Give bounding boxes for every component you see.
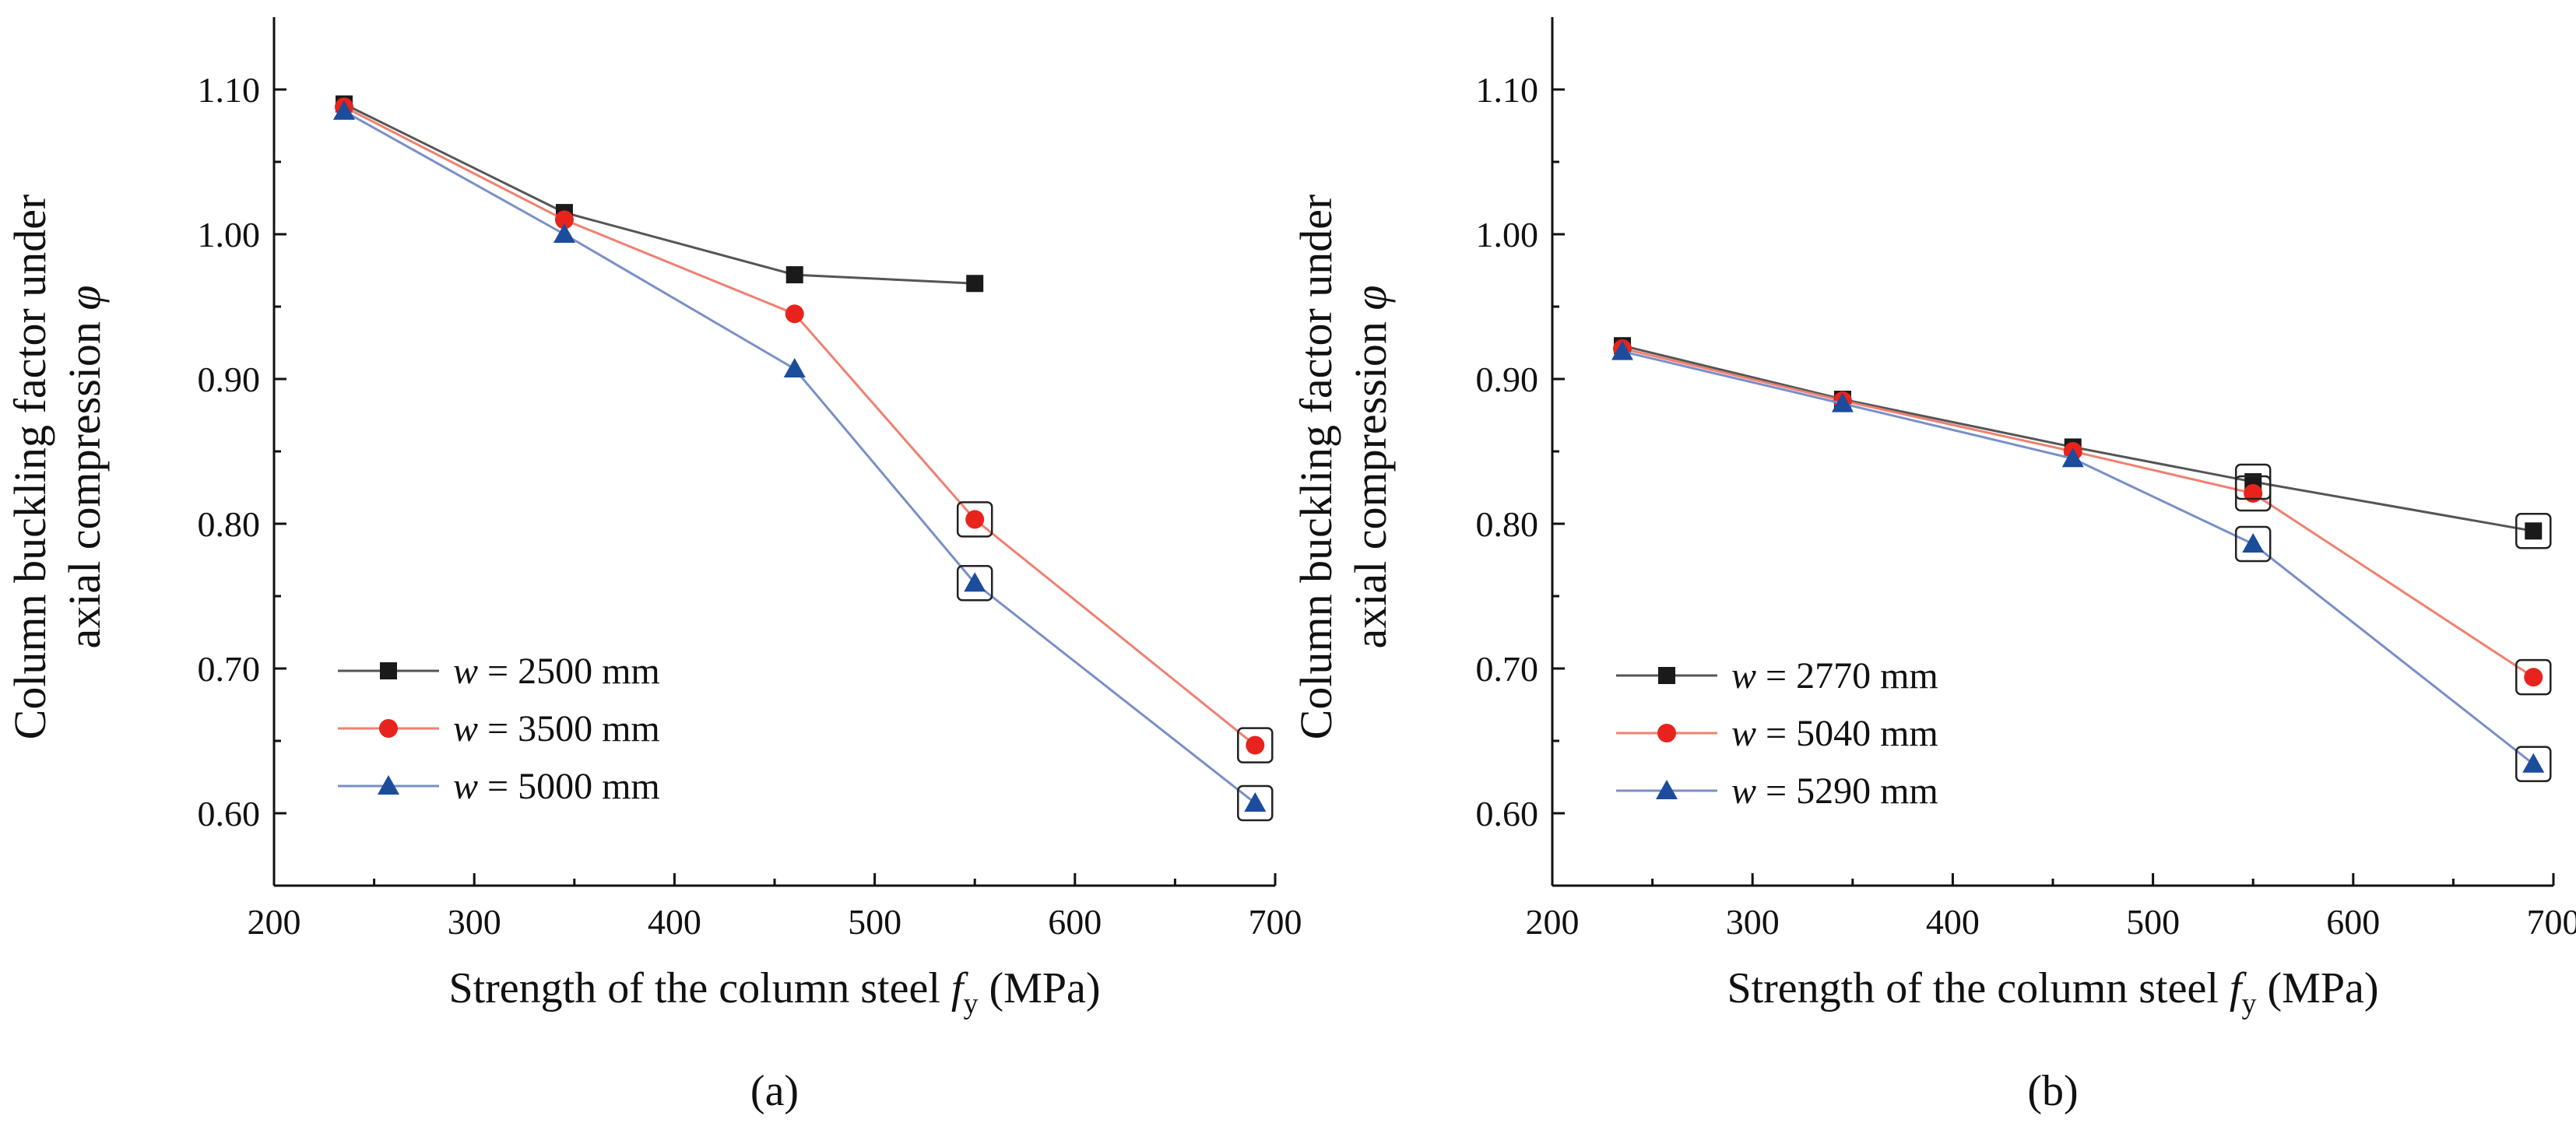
legend-entry: w = 5290 mm — [1731, 770, 1938, 812]
data-point — [964, 572, 986, 592]
data-point — [2524, 668, 2543, 687]
data-point — [2061, 447, 2084, 468]
y-tick-label: 0.80 — [1476, 504, 1539, 544]
y-tick-label: 0.70 — [198, 649, 261, 689]
data-point — [2244, 483, 2263, 503]
x-tick-label: 200 — [1526, 902, 1580, 942]
x-tick-label: 400 — [648, 902, 701, 942]
x-tick-label: 400 — [1926, 902, 1980, 942]
data-point — [1831, 392, 1854, 412]
x-tick-label: 200 — [248, 902, 301, 942]
legend: w = 2500 mm w = 3500 mm w = 5000 mm — [338, 651, 660, 807]
data-point — [2242, 533, 2265, 553]
x-tick-label: 600 — [2326, 902, 2380, 942]
highlight-box — [956, 565, 993, 602]
y-tick-label: 0.70 — [1476, 649, 1539, 689]
y-tick-label: 0.60 — [198, 794, 261, 833]
chart-panel-a: 200 300 400 500 600 700 0.60 0.70 0.80 0.90 1.00 1.… — [5, 17, 1302, 1115]
legend-marker — [1658, 667, 1675, 684]
legend-entry: w = 5000 mm — [453, 766, 660, 807]
y-tick-label: 0.90 — [198, 360, 261, 399]
series-line — [343, 103, 975, 285]
chart-panel-b: 200 300 400 500 600 700 0.60 0.70 0.80 0.90 1.00 1.… — [1291, 17, 2576, 1115]
highlight-box — [2234, 525, 2272, 563]
series-line — [1622, 347, 2535, 679]
y-tick-label: 1.00 — [1476, 215, 1539, 254]
x-axis-label: Strength of the column steel fy (MPa) — [448, 964, 1100, 1020]
legend-entry: w = 3500 mm — [453, 708, 660, 749]
highlight-box — [2515, 513, 2552, 549]
y-axis-label-line1: Column buckling factor under — [5, 195, 55, 740]
series-line — [343, 105, 1256, 746]
y-tick-label: 0.80 — [198, 504, 261, 544]
panel-caption: (b) — [2027, 1067, 2078, 1115]
legend-marker — [1656, 780, 1678, 799]
highlight-box — [1237, 784, 1274, 822]
y-tick-label: 1.00 — [198, 215, 261, 254]
data-point — [1246, 735, 1265, 755]
x-tick-label: 600 — [1048, 902, 1102, 942]
y-axis-label-line1: Column buckling factor under — [1291, 195, 1341, 740]
series-line — [1622, 344, 2534, 532]
series-2 — [1613, 339, 2543, 687]
series-3 — [333, 100, 1267, 812]
x-tick-label: 300 — [448, 902, 501, 942]
x-tick-label: 700 — [1249, 902, 1302, 942]
x-tick-label: 500 — [848, 902, 901, 942]
legend: w = 2770 mm w = 5040 mm w = 5290 mm — [1616, 655, 1938, 812]
panel-caption: (a) — [750, 1067, 799, 1115]
data-point — [333, 100, 356, 120]
series-line — [1622, 350, 2535, 765]
x-axis-label: Strength of the column steel fy (MPa) — [1727, 964, 2378, 1020]
x-tick-label: 300 — [1726, 902, 1780, 942]
highlight-box — [2515, 658, 2552, 696]
legend-marker — [380, 662, 397, 679]
data-point — [783, 357, 806, 377]
y-axis-label: Column buckling factor under axial compre… — [1291, 195, 1396, 740]
y-tick-label: 1.10 — [1476, 70, 1539, 110]
x-tick-label: 700 — [2527, 902, 2576, 942]
data-point — [1611, 340, 1634, 360]
highlight-box — [2234, 475, 2272, 512]
data-point — [553, 223, 575, 243]
data-point — [554, 210, 574, 230]
legend-entry: w = 2770 mm — [1731, 655, 1938, 697]
y-tick-label: 0.60 — [1476, 794, 1539, 833]
highlight-box — [956, 501, 993, 538]
legend-entry: w = 2500 mm — [453, 651, 660, 692]
series-line — [343, 110, 1256, 805]
legend-entry: w = 5040 mm — [1731, 713, 1938, 754]
y-tick-label: 1.10 — [198, 70, 261, 110]
highlight-box — [2515, 746, 2552, 783]
series-1 — [336, 95, 984, 293]
legend-marker — [378, 775, 399, 795]
data-point — [966, 275, 984, 293]
data-point — [785, 304, 804, 324]
y-tick-label: 0.90 — [1476, 360, 1539, 399]
data-point — [1244, 791, 1267, 812]
y-axis-label: Column buckling factor under axial compre… — [5, 195, 110, 740]
legend-marker — [1657, 724, 1676, 742]
y-axis-label-line2: axial compression φ — [1345, 286, 1396, 649]
x-tick-label: 500 — [2126, 902, 2180, 942]
series-3 — [1611, 340, 2545, 773]
y-axis-label-line2: axial compression φ — [59, 286, 110, 649]
highlight-box — [1237, 727, 1274, 763]
data-point — [2525, 522, 2543, 540]
data-point — [965, 510, 985, 529]
series-1 — [1614, 337, 2543, 540]
data-point — [2522, 753, 2545, 773]
data-point — [785, 266, 803, 284]
legend-marker — [379, 719, 398, 738]
